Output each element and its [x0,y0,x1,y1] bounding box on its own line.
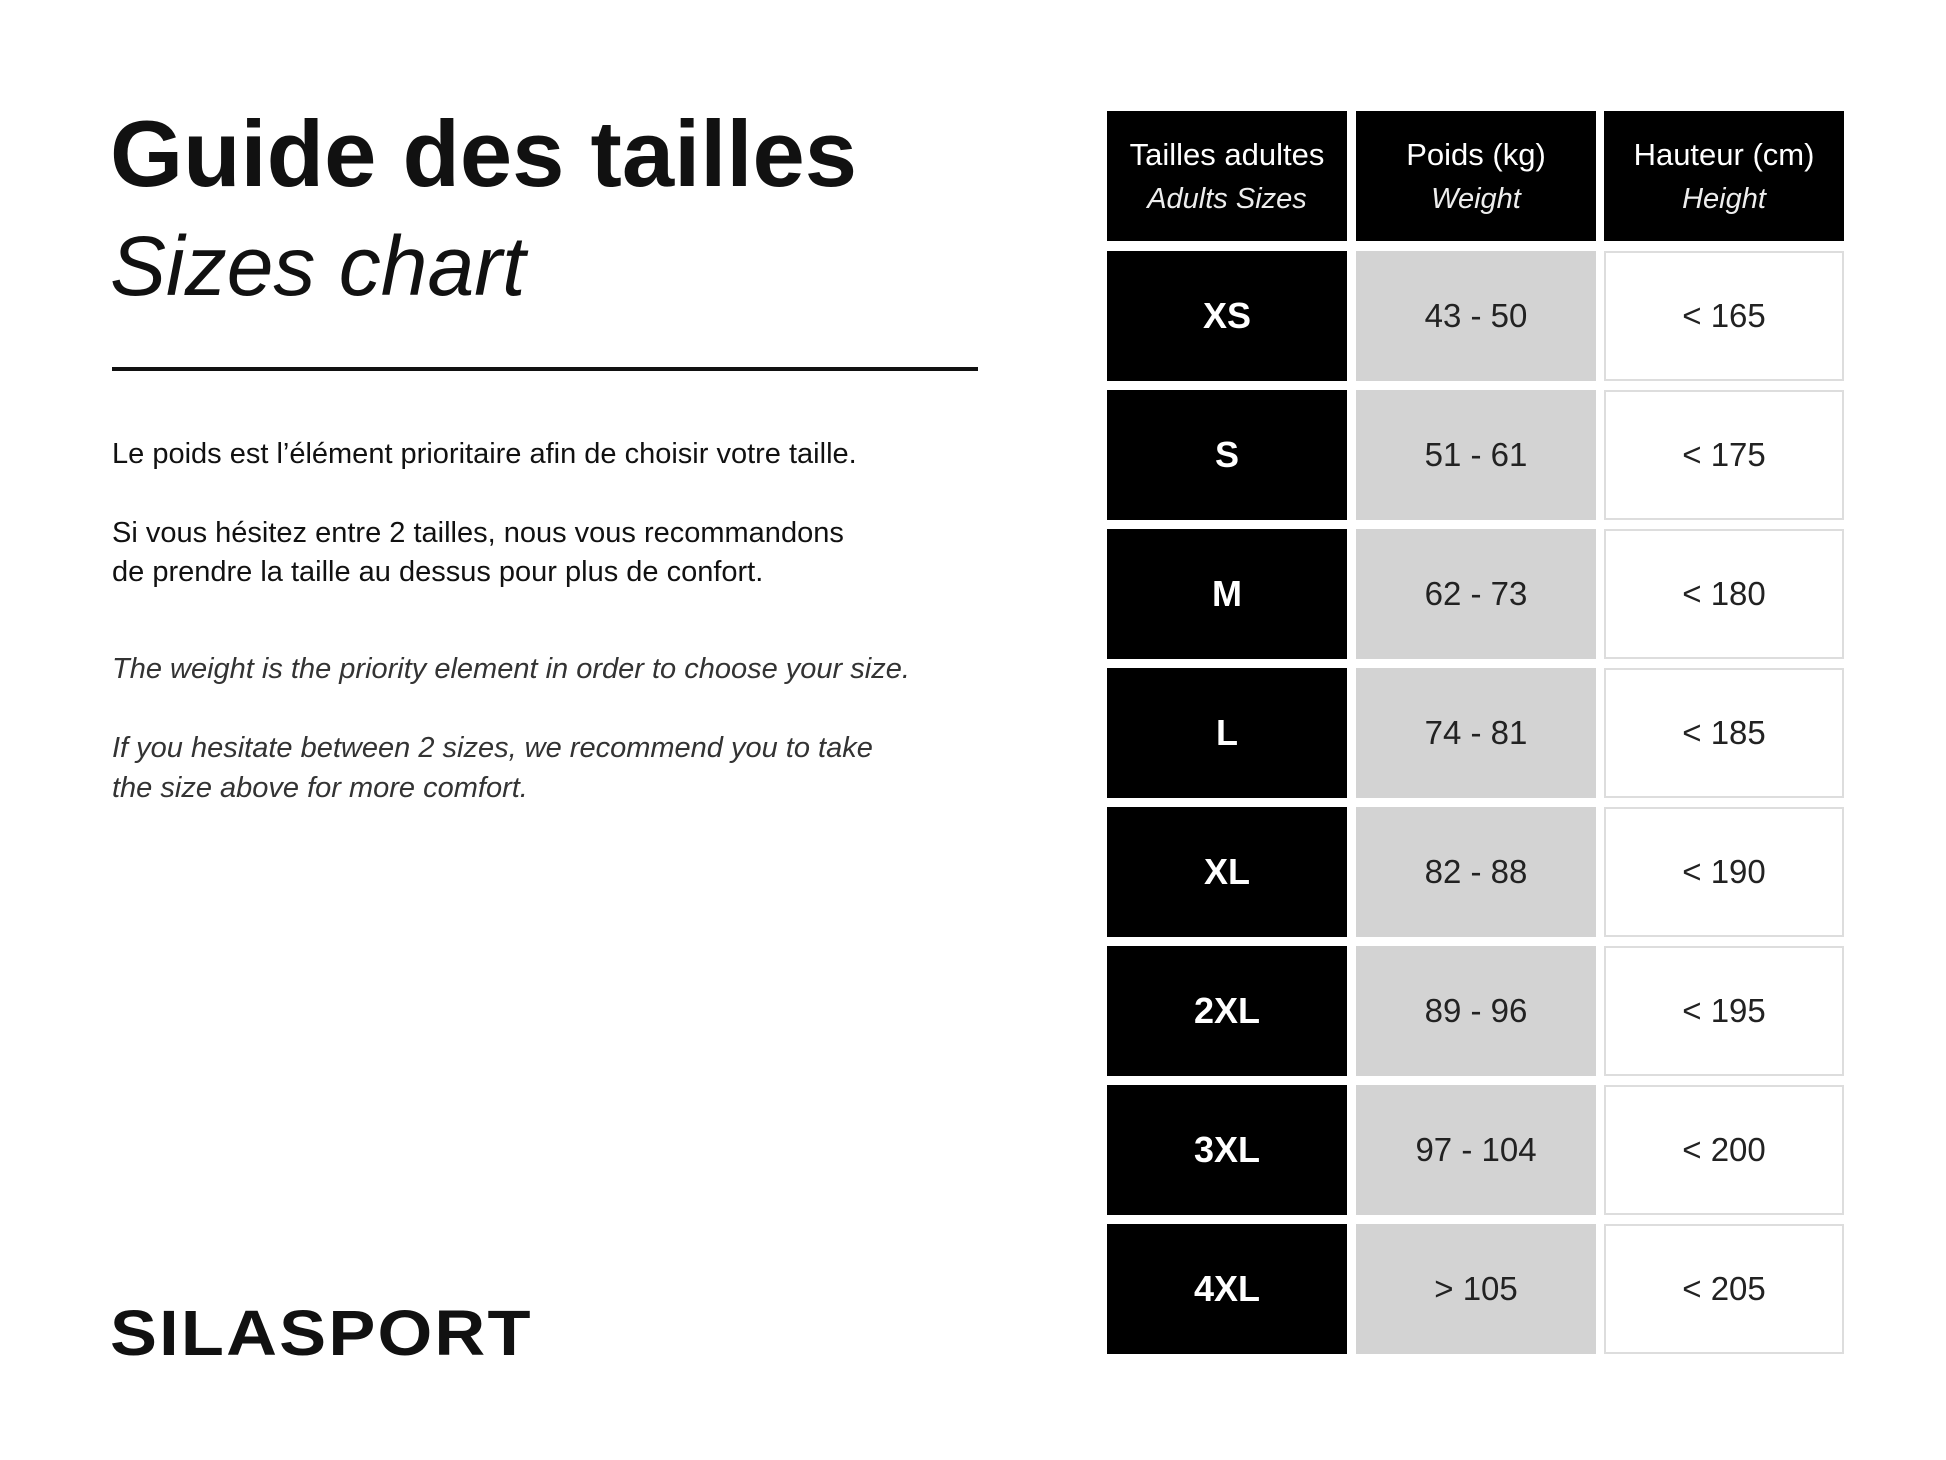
table-cell: 62 - 73 [1356,529,1596,659]
table-cell: L [1107,668,1347,798]
text-fr: de prendre la taille au dessus pour plus… [112,556,764,588]
table-cell: < 200 [1604,1085,1844,1215]
table-cell: S [1107,390,1347,520]
table-cell: 82 - 88 [1356,807,1596,937]
table-cell: < 205 [1604,1224,1844,1354]
text-en: the size above for more comfort. [112,772,528,804]
header-fr: Tailles adultes [1129,137,1325,172]
header-cell: Hauteur (cm) Height [1604,111,1844,241]
header-en: Weight [1431,183,1521,215]
table-cell: M [1107,529,1347,659]
table-cell: 3XL [1107,1085,1347,1215]
table-cell: 74 - 81 [1356,668,1596,798]
subtitle: Sizes chart [110,219,526,313]
table-cell: 97 - 104 [1356,1085,1596,1215]
text-en: If you hesitate between 2 sizes, we reco… [112,732,873,764]
text-fr: Le poids est l’élément prioritaire afin … [112,438,857,470]
header-cell: Tailles adultes Adults Sizes [1107,111,1347,241]
table-cell: XS [1107,251,1347,381]
text-fr: Si vous hésitez entre 2 tailles, nous vo… [112,517,844,549]
header-en: Adults Sizes [1147,183,1307,215]
table-cell: 51 - 61 [1356,390,1596,520]
table-cell: < 190 [1604,807,1844,937]
table-cell: < 185 [1604,668,1844,798]
table-cell: > 105 [1356,1224,1596,1354]
table-cell: 89 - 96 [1356,946,1596,1076]
header-cell: Poids (kg) Weight [1356,111,1596,241]
divider [112,367,978,371]
table-cell: < 195 [1604,946,1844,1076]
header-en: Height [1682,183,1766,215]
text-en: The weight is the priority element in or… [112,653,910,685]
table-cell: 4XL [1107,1224,1347,1354]
logo: SILASPORT [110,1297,533,1369]
header-fr: Poids (kg) [1406,137,1546,172]
table-cell: < 180 [1604,529,1844,659]
table-cell: 2XL [1107,946,1347,1076]
title: Guide des tailles [110,101,858,206]
table-cell: XL [1107,807,1347,937]
table-cell: < 165 [1604,251,1844,381]
table-cell: 43 - 50 [1356,251,1596,381]
table-cell: < 175 [1604,390,1844,520]
header-fr: Hauteur (cm) [1633,137,1815,172]
